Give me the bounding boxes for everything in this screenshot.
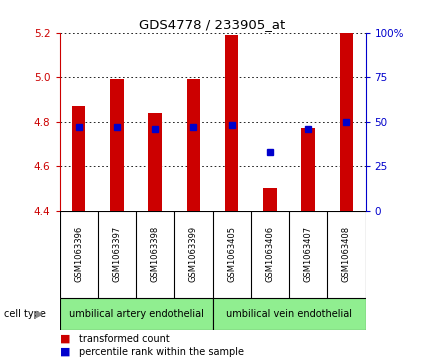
Bar (263, 188, 277, 211)
Bar (187, 79, 200, 211)
Text: GSM1063397: GSM1063397 (112, 226, 122, 282)
Text: GSM1063405: GSM1063405 (227, 226, 236, 282)
Bar (60, 298, 212, 330)
Text: umbilical artery endothelial: umbilical artery endothelial (68, 309, 204, 319)
Text: GSM1063408: GSM1063408 (342, 226, 351, 282)
Text: cell type: cell type (4, 309, 46, 319)
Text: ■: ■ (60, 334, 70, 344)
Bar (225, 35, 238, 211)
Text: GSM1063407: GSM1063407 (303, 226, 313, 282)
Bar (72, 106, 85, 211)
Text: percentile rank within the sample: percentile rank within the sample (79, 347, 244, 357)
Text: GSM1063406: GSM1063406 (265, 226, 275, 282)
Bar (301, 128, 315, 211)
Text: ■: ■ (60, 347, 70, 357)
Bar (340, 33, 353, 211)
Text: GSM1063396: GSM1063396 (74, 226, 83, 282)
Bar (110, 79, 124, 211)
Bar (212, 298, 366, 330)
Text: GSM1063398: GSM1063398 (150, 226, 160, 282)
Text: transformed count: transformed count (79, 334, 170, 344)
Text: GSM1063399: GSM1063399 (189, 226, 198, 282)
Text: umbilical vein endothelial: umbilical vein endothelial (226, 309, 352, 319)
Title: GDS4778 / 233905_at: GDS4778 / 233905_at (139, 19, 286, 32)
Text: ▶: ▶ (36, 309, 44, 319)
Bar (148, 113, 162, 211)
